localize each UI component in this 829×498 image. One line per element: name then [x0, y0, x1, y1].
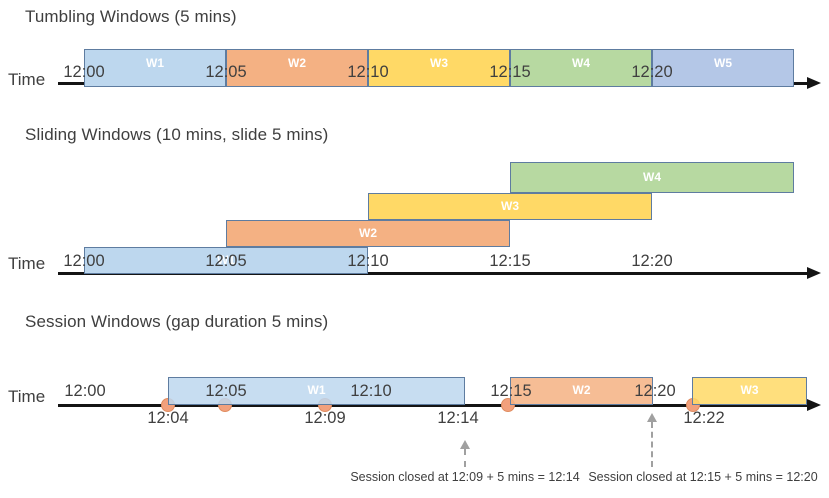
window-label: W3	[740, 383, 759, 397]
window-box	[652, 49, 794, 87]
timeline	[58, 272, 807, 275]
window-box	[226, 49, 368, 87]
axis-tick-label: 12:10	[347, 63, 389, 81]
window-box	[510, 49, 652, 87]
dashed-arrow-line	[651, 422, 653, 467]
timeline	[58, 404, 807, 407]
axis-tick-label: 12:10	[347, 252, 389, 270]
window-label: W4	[643, 170, 661, 184]
window-label: W2	[359, 226, 377, 240]
window-box	[368, 193, 652, 220]
axis-tick-label: 12:20	[631, 252, 673, 270]
window-box	[168, 377, 465, 405]
dashed-arrow-head	[460, 440, 470, 449]
window-label: W1	[217, 253, 235, 267]
window-label: W5	[714, 56, 732, 70]
timeline-arrowhead	[807, 399, 821, 412]
window-label: W1	[146, 56, 164, 70]
time-axis-label: Time	[8, 254, 46, 273]
event-time-label: 12:14	[437, 409, 479, 427]
annotation-text: Session closed at 12:09 + 5 mins = 12:14	[350, 470, 580, 484]
window-label: W3	[501, 199, 519, 213]
window-label: W2	[288, 56, 306, 70]
window-box	[84, 247, 368, 274]
window-box	[510, 162, 794, 193]
window-label: W3	[430, 56, 448, 70]
window-box	[368, 49, 510, 87]
window-label: W1	[307, 383, 326, 397]
event-time-label: 12:22	[683, 409, 725, 427]
window-label: W2	[572, 383, 591, 397]
window-label: W4	[572, 56, 590, 70]
axis-tick-label: 12:15	[489, 252, 531, 270]
time-axis-label: Time	[8, 387, 46, 406]
axis-tick-label: 12:00	[64, 382, 106, 400]
axis-tick-label: 12:15	[489, 63, 531, 81]
axis-tick-label: 12:20	[631, 63, 673, 81]
section-title-session: Session Windows (gap duration 5 mins)	[25, 312, 329, 331]
annotation-text: Session closed at 12:15 + 5 mins = 12:20	[588, 470, 818, 484]
timeline-arrowhead	[807, 267, 821, 280]
axis-tick-label: 12:10	[350, 382, 392, 400]
axis-tick-label: 12:00	[63, 63, 105, 81]
axis-tick-label: 12:00	[63, 252, 105, 270]
event-time-label: 12:09	[304, 409, 346, 427]
axis-tick-label: 12:15	[490, 382, 532, 400]
window-box	[226, 220, 510, 247]
event-time-label: 12:04	[147, 409, 189, 427]
dashed-arrow-line	[464, 449, 466, 467]
section-title-sliding: Sliding Windows (10 mins, slide 5 mins)	[25, 125, 329, 144]
window-box	[84, 49, 226, 87]
window-box	[510, 377, 653, 405]
timeline-arrowhead	[807, 77, 821, 90]
axis-tick-label: 12:05	[205, 63, 247, 81]
window-box	[692, 377, 807, 405]
axis-tick-label: 12:05	[205, 382, 247, 400]
axis-tick-label: 12:05	[205, 252, 247, 270]
time-axis-label: Time	[8, 70, 46, 89]
axis-tick-label: 12:20	[634, 382, 676, 400]
dashed-arrow-head	[647, 413, 657, 422]
section-title-tumbling: Tumbling Windows (5 mins)	[25, 7, 237, 26]
